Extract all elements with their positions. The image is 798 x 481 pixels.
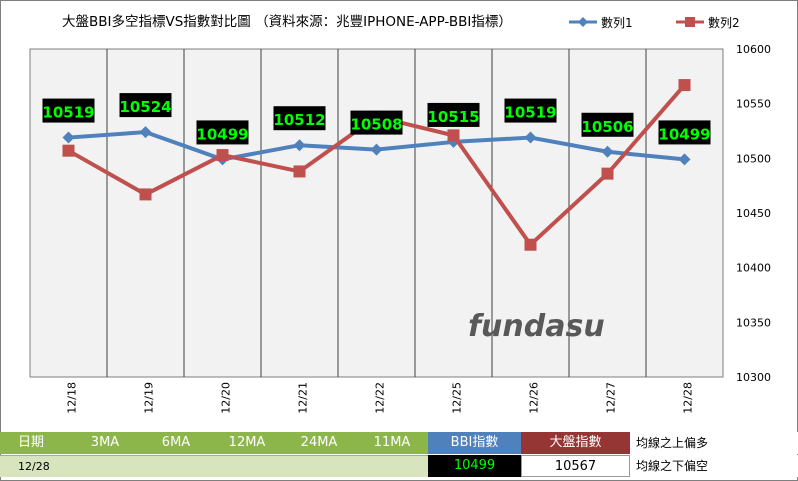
y-tick-label: 10300 xyxy=(736,371,771,384)
series-1-point xyxy=(370,143,383,156)
x-tick-label: 12/19 xyxy=(143,382,156,414)
series-2-point xyxy=(62,144,75,157)
data-label-box xyxy=(504,98,557,123)
series-1-point xyxy=(62,131,75,144)
series-1-point xyxy=(293,139,306,152)
series-2-point xyxy=(678,79,691,92)
series-1-point xyxy=(678,153,691,166)
series-1-point xyxy=(601,145,614,158)
y-tick-label: 10550 xyxy=(736,98,771,111)
summary-table: 日期 3MA 6MA 12MA 24MA 11MA BBI指數 大盤指數 均線之… xyxy=(0,432,798,481)
series-2-point xyxy=(293,165,306,178)
series-1-point xyxy=(524,131,537,144)
note-above: 均線之上偏多 xyxy=(630,432,798,454)
series-2-point xyxy=(139,188,152,201)
header-24ma: 24MA xyxy=(282,432,356,454)
x-tick-label: 12/28 xyxy=(682,382,695,414)
y-tick-label: 10600 xyxy=(736,43,771,56)
x-tick-label: 12/27 xyxy=(605,382,618,414)
data-label-box xyxy=(427,102,480,127)
data-label-box xyxy=(196,120,249,145)
data-label: 10515 xyxy=(427,108,479,126)
y-tick-label: 10350 xyxy=(736,316,771,329)
table-header-row: 日期 3MA 6MA 12MA 24MA 11MA BBI指數 大盤指數 均線之… xyxy=(0,432,798,454)
data-label: 10499 xyxy=(196,125,248,143)
data-label-box xyxy=(581,112,634,137)
y-axis: 10600 10550 10500 10450 10400 10350 10300 xyxy=(736,43,771,384)
watermark: fundasu xyxy=(468,309,605,344)
data-label-box xyxy=(658,120,711,145)
series-2-point xyxy=(447,129,460,142)
bbi-value: 10499 xyxy=(428,455,521,477)
legend-marker xyxy=(578,17,588,27)
series-2-point xyxy=(216,149,229,162)
header-bbi: BBI指數 xyxy=(428,432,521,454)
x-tick-label: 12/22 xyxy=(374,382,387,414)
data-label: 10512 xyxy=(273,111,325,129)
legend: 數列1 數列2 xyxy=(569,16,740,30)
data-label: 10519 xyxy=(42,104,94,122)
gridlines xyxy=(106,49,647,377)
series-2-point xyxy=(524,238,537,251)
header-index: 大盤指數 xyxy=(521,432,630,454)
series-2-point xyxy=(601,167,614,180)
chart-title: 大盤BBI多空指標VS指數對比圖 （資料來源：兆豐IPHONE-APP-BBI指… xyxy=(62,13,512,30)
x-tick-label: 12/26 xyxy=(528,382,541,414)
data-label: 10508 xyxy=(350,116,402,134)
series-layer xyxy=(62,79,691,251)
data-label-box xyxy=(42,98,95,123)
y-tick-label: 10500 xyxy=(736,152,771,165)
legend-label: 數列2 xyxy=(708,16,740,30)
legend-label: 數列1 xyxy=(601,16,633,30)
data-label-box xyxy=(350,110,403,135)
x-tick-label: 12/21 xyxy=(297,382,310,414)
data-label-box xyxy=(273,106,326,131)
header-11ma: 11MA xyxy=(356,432,428,454)
header-3ma: 3MA xyxy=(70,432,140,454)
y-tick-label: 10450 xyxy=(736,207,771,220)
line-chart: 大盤BBI多空指標VS指數對比圖 （資料來源：兆豐IPHONE-APP-BBI指… xyxy=(29,13,771,414)
data-label: 10506 xyxy=(581,118,633,136)
x-axis: 12/18 12/19 12/20 12/21 12/22 12/25 12/26 12/27… xyxy=(66,382,695,414)
data-label: 10499 xyxy=(658,125,710,143)
table-data-row: 12/28 10499 10567 均線之下偏空 xyxy=(0,455,798,477)
y-tick-label: 10400 xyxy=(736,262,771,275)
x-tick-label: 12/25 xyxy=(451,382,464,414)
note-below: 均線之下偏空 xyxy=(630,455,798,477)
data-labels: 10519 10524 10499 10512 10508 10515 10519 10506… xyxy=(42,93,711,145)
legend-marker xyxy=(685,17,695,27)
data-label-box xyxy=(119,93,172,118)
x-tick-label: 12/20 xyxy=(220,382,233,414)
data-label: 10519 xyxy=(504,104,556,122)
header-6ma: 6MA xyxy=(140,432,212,454)
date-value: 12/28 xyxy=(0,455,428,477)
header-date: 日期 xyxy=(2,432,62,454)
header-12ma: 12MA xyxy=(212,432,282,454)
series-1-point xyxy=(139,126,152,139)
x-tick-label: 12/18 xyxy=(66,382,79,414)
index-value: 10567 xyxy=(521,455,630,477)
data-label: 10524 xyxy=(119,98,171,116)
